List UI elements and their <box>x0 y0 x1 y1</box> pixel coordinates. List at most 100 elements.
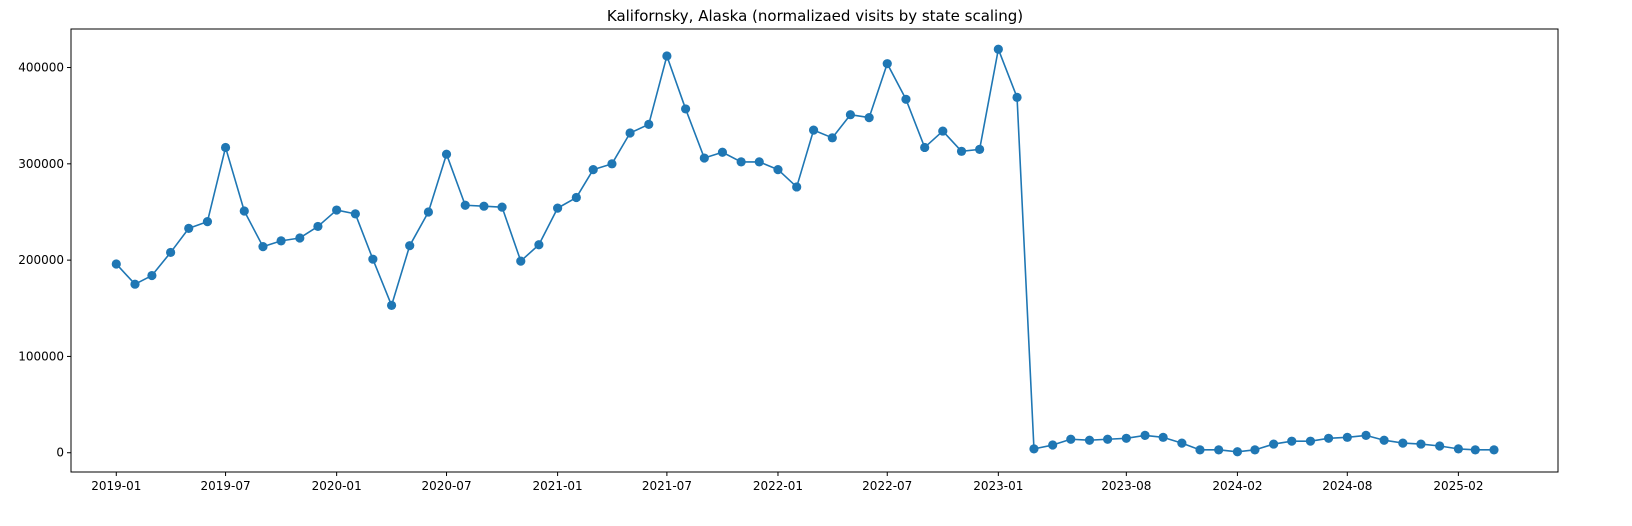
data-point <box>644 119 654 129</box>
data-point <box>1084 435 1095 445</box>
data-point <box>808 125 819 135</box>
x-tick-label: 2021-07 <box>642 479 692 493</box>
data-point <box>350 209 360 219</box>
x-tick-label: 2024-08 <box>1322 479 1372 493</box>
data-point <box>239 206 249 216</box>
data-point <box>864 113 874 123</box>
data-point <box>147 270 157 281</box>
data-point <box>1398 438 1408 448</box>
data-point <box>1305 436 1316 446</box>
data-point <box>111 259 121 269</box>
x-tick-label: 2023-08 <box>1101 479 1151 493</box>
data-point <box>956 146 967 156</box>
data-point <box>332 205 342 215</box>
data-point <box>479 201 489 211</box>
data-point <box>441 149 452 159</box>
x-tick-label: 2019-07 <box>200 479 250 493</box>
data-point <box>882 59 892 69</box>
data-point <box>313 221 323 232</box>
data-point <box>1232 447 1243 457</box>
data-point <box>1435 441 1445 451</box>
data-point <box>1323 433 1334 443</box>
data-point <box>699 153 709 163</box>
data-point <box>1029 444 1039 454</box>
data-point <box>1195 445 1205 455</box>
x-tick-label: 2024-02 <box>1212 479 1262 493</box>
data-point <box>130 279 140 289</box>
data-point <box>1489 445 1499 455</box>
data-point <box>1140 430 1150 440</box>
data-point <box>607 159 617 169</box>
plot-frame <box>70 28 1559 473</box>
data-point <box>1470 445 1480 455</box>
x-tick-label: 2020-07 <box>421 479 471 493</box>
data-point <box>1453 444 1463 454</box>
y-tick-label: 400000 <box>18 61 64 75</box>
data-point <box>220 142 231 153</box>
data-point <box>625 128 635 138</box>
data-point <box>405 241 415 251</box>
x-tick-label: 2022-07 <box>862 479 912 493</box>
data-point <box>773 165 783 175</box>
data-point <box>276 236 286 246</box>
data-point <box>754 157 764 167</box>
data-point <box>1342 432 1352 442</box>
x-tick-label: 2025-02 <box>1433 479 1483 493</box>
data-point <box>1379 435 1389 445</box>
data-point <box>258 242 268 252</box>
data-point <box>553 203 563 213</box>
data-point <box>901 94 911 104</box>
data-point <box>1250 445 1260 455</box>
data-point <box>827 133 837 143</box>
data-point <box>295 233 305 243</box>
x-tick-label: 2020-01 <box>312 479 362 493</box>
x-tick-label: 2019-01 <box>91 479 141 493</box>
data-point <box>1158 432 1168 442</box>
data-point <box>1214 445 1224 455</box>
y-tick-label: 0 <box>56 446 64 460</box>
y-tick-label: 100000 <box>18 349 64 363</box>
x-tick-label: 2021-01 <box>533 479 583 493</box>
data-point <box>717 147 728 157</box>
y-axis: 0 100000 200000 300000 400000 <box>18 61 71 460</box>
data-point <box>516 256 526 266</box>
data-point <box>1103 434 1113 444</box>
data-point <box>184 223 194 233</box>
data-point <box>662 51 672 61</box>
data-point <box>534 240 544 250</box>
data-point <box>1012 92 1022 102</box>
data-point <box>1361 430 1371 440</box>
data-point <box>736 157 746 167</box>
y-tick-label: 200000 <box>18 253 64 267</box>
data-point <box>460 200 470 210</box>
x-axis: 2019-01 2019-07 2020-01 2020-07 2021-01 2021-… <box>91 472 1483 493</box>
y-tick-label: 300000 <box>18 157 64 171</box>
data-point <box>386 300 397 310</box>
data-point <box>1121 433 1131 443</box>
data-point <box>792 182 802 192</box>
data-point <box>975 144 985 154</box>
x-tick-label: 2022-01 <box>753 479 803 493</box>
data-point <box>681 104 691 114</box>
data-point <box>202 217 213 227</box>
data-point <box>368 254 378 264</box>
data-point <box>1177 438 1187 448</box>
series-markers <box>111 44 1499 457</box>
data-point <box>1416 439 1426 449</box>
data-point <box>166 247 176 258</box>
data-point <box>423 207 434 217</box>
data-point <box>993 44 1003 54</box>
plot-area <box>71 29 1558 472</box>
data-point <box>1269 439 1279 449</box>
x-tick-label: 2023-01 <box>973 479 1023 493</box>
data-point <box>920 142 930 153</box>
data-point <box>571 192 581 203</box>
data-point <box>845 110 856 120</box>
data-point <box>588 165 598 175</box>
data-point <box>497 202 507 212</box>
data-point <box>1048 440 1058 450</box>
data-point <box>1287 436 1297 446</box>
series-line <box>115 48 1494 453</box>
chart-title: Kalifornsky, Alaska (normalizaed visits … <box>607 7 1023 25</box>
